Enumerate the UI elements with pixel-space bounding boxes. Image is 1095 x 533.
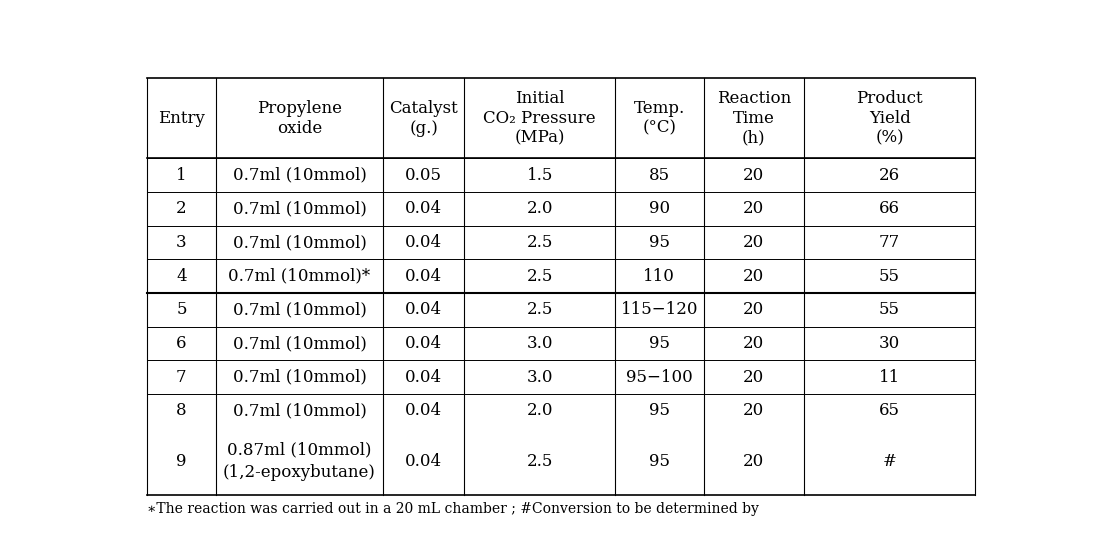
Text: Initial
CO₂ Pressure
(MPa): Initial CO₂ Pressure (MPa) xyxy=(483,90,596,147)
Text: 20: 20 xyxy=(744,234,764,251)
Text: 95: 95 xyxy=(649,234,670,251)
Text: 90: 90 xyxy=(648,200,670,217)
Text: 20: 20 xyxy=(744,301,764,318)
Text: 7: 7 xyxy=(176,369,187,385)
Text: 0.04: 0.04 xyxy=(405,402,442,419)
Text: 20: 20 xyxy=(744,369,764,385)
Text: 20: 20 xyxy=(744,335,764,352)
Text: 8: 8 xyxy=(176,402,187,419)
Text: Catalyst
(g.): Catalyst (g.) xyxy=(390,100,458,136)
Text: 0.04: 0.04 xyxy=(405,301,442,318)
Text: 26: 26 xyxy=(879,167,900,184)
Text: 0.04: 0.04 xyxy=(405,369,442,385)
Text: 0.04: 0.04 xyxy=(405,335,442,352)
Text: 0.04: 0.04 xyxy=(405,268,442,285)
Text: 95: 95 xyxy=(649,453,670,470)
Text: 115−120: 115−120 xyxy=(621,301,699,318)
Text: 77: 77 xyxy=(879,234,900,251)
Text: 2.0: 2.0 xyxy=(527,200,553,217)
Text: 95: 95 xyxy=(649,335,670,352)
Text: 1.5: 1.5 xyxy=(527,167,553,184)
Text: 0.7ml (10mmol): 0.7ml (10mmol) xyxy=(232,402,367,419)
Text: 65: 65 xyxy=(879,402,900,419)
Text: 0.7ml (10mmol): 0.7ml (10mmol) xyxy=(232,200,367,217)
Text: Entry: Entry xyxy=(158,110,205,127)
Text: 2.5: 2.5 xyxy=(527,268,553,285)
Text: ∗The reaction was carried out in a 20 mL chamber ; #Conversion to be determined : ∗The reaction was carried out in a 20 mL… xyxy=(147,502,759,516)
Text: 0.7ml (10mmol): 0.7ml (10mmol) xyxy=(232,234,367,251)
Text: Propylene
oxide: Propylene oxide xyxy=(257,100,342,136)
Text: 95: 95 xyxy=(649,402,670,419)
Text: 2.5: 2.5 xyxy=(527,234,553,251)
Text: 1: 1 xyxy=(176,167,187,184)
Text: 55: 55 xyxy=(879,301,900,318)
Text: 0.7ml (10mmol)*: 0.7ml (10mmol)* xyxy=(229,268,370,285)
Text: Product
Yield
(%): Product Yield (%) xyxy=(856,90,923,147)
Text: 9: 9 xyxy=(176,453,186,470)
Text: 0.04: 0.04 xyxy=(405,453,442,470)
Text: 11: 11 xyxy=(879,369,900,385)
Text: 0.7ml (10mmol): 0.7ml (10mmol) xyxy=(232,301,367,318)
Text: 2.5: 2.5 xyxy=(527,301,553,318)
Text: #: # xyxy=(883,453,897,470)
Text: 3.0: 3.0 xyxy=(527,335,553,352)
Text: 5: 5 xyxy=(176,301,186,318)
Text: 20: 20 xyxy=(744,402,764,419)
Text: 20: 20 xyxy=(744,167,764,184)
Text: 20: 20 xyxy=(744,268,764,285)
Text: 2.5: 2.5 xyxy=(527,453,553,470)
Text: 0.7ml (10mmol): 0.7ml (10mmol) xyxy=(232,369,367,385)
Text: (1,2-epoxybutane): (1,2-epoxybutane) xyxy=(223,464,376,481)
Text: 30: 30 xyxy=(879,335,900,352)
Text: 0.04: 0.04 xyxy=(405,200,442,217)
Text: 0.87ml (10mmol): 0.87ml (10mmol) xyxy=(227,441,371,458)
Text: 6: 6 xyxy=(176,335,186,352)
Text: 66: 66 xyxy=(879,200,900,217)
Text: Temp.
(°C): Temp. (°C) xyxy=(634,100,685,136)
Text: 20: 20 xyxy=(744,200,764,217)
Text: 20: 20 xyxy=(744,453,764,470)
Text: 0.7ml (10mmol): 0.7ml (10mmol) xyxy=(232,335,367,352)
Text: 85: 85 xyxy=(648,167,670,184)
Text: 4: 4 xyxy=(176,268,187,285)
Text: 0.04: 0.04 xyxy=(405,234,442,251)
Text: 110: 110 xyxy=(644,268,676,285)
Text: 0.05: 0.05 xyxy=(405,167,442,184)
Text: 3.0: 3.0 xyxy=(527,369,553,385)
Text: Reaction
Time
(h): Reaction Time (h) xyxy=(716,90,791,147)
Text: 95−100: 95−100 xyxy=(626,369,693,385)
Text: 0.7ml (10mmol): 0.7ml (10mmol) xyxy=(232,167,367,184)
Text: 55: 55 xyxy=(879,268,900,285)
Text: 2: 2 xyxy=(176,200,187,217)
Text: 2.0: 2.0 xyxy=(527,402,553,419)
Text: 3: 3 xyxy=(176,234,187,251)
